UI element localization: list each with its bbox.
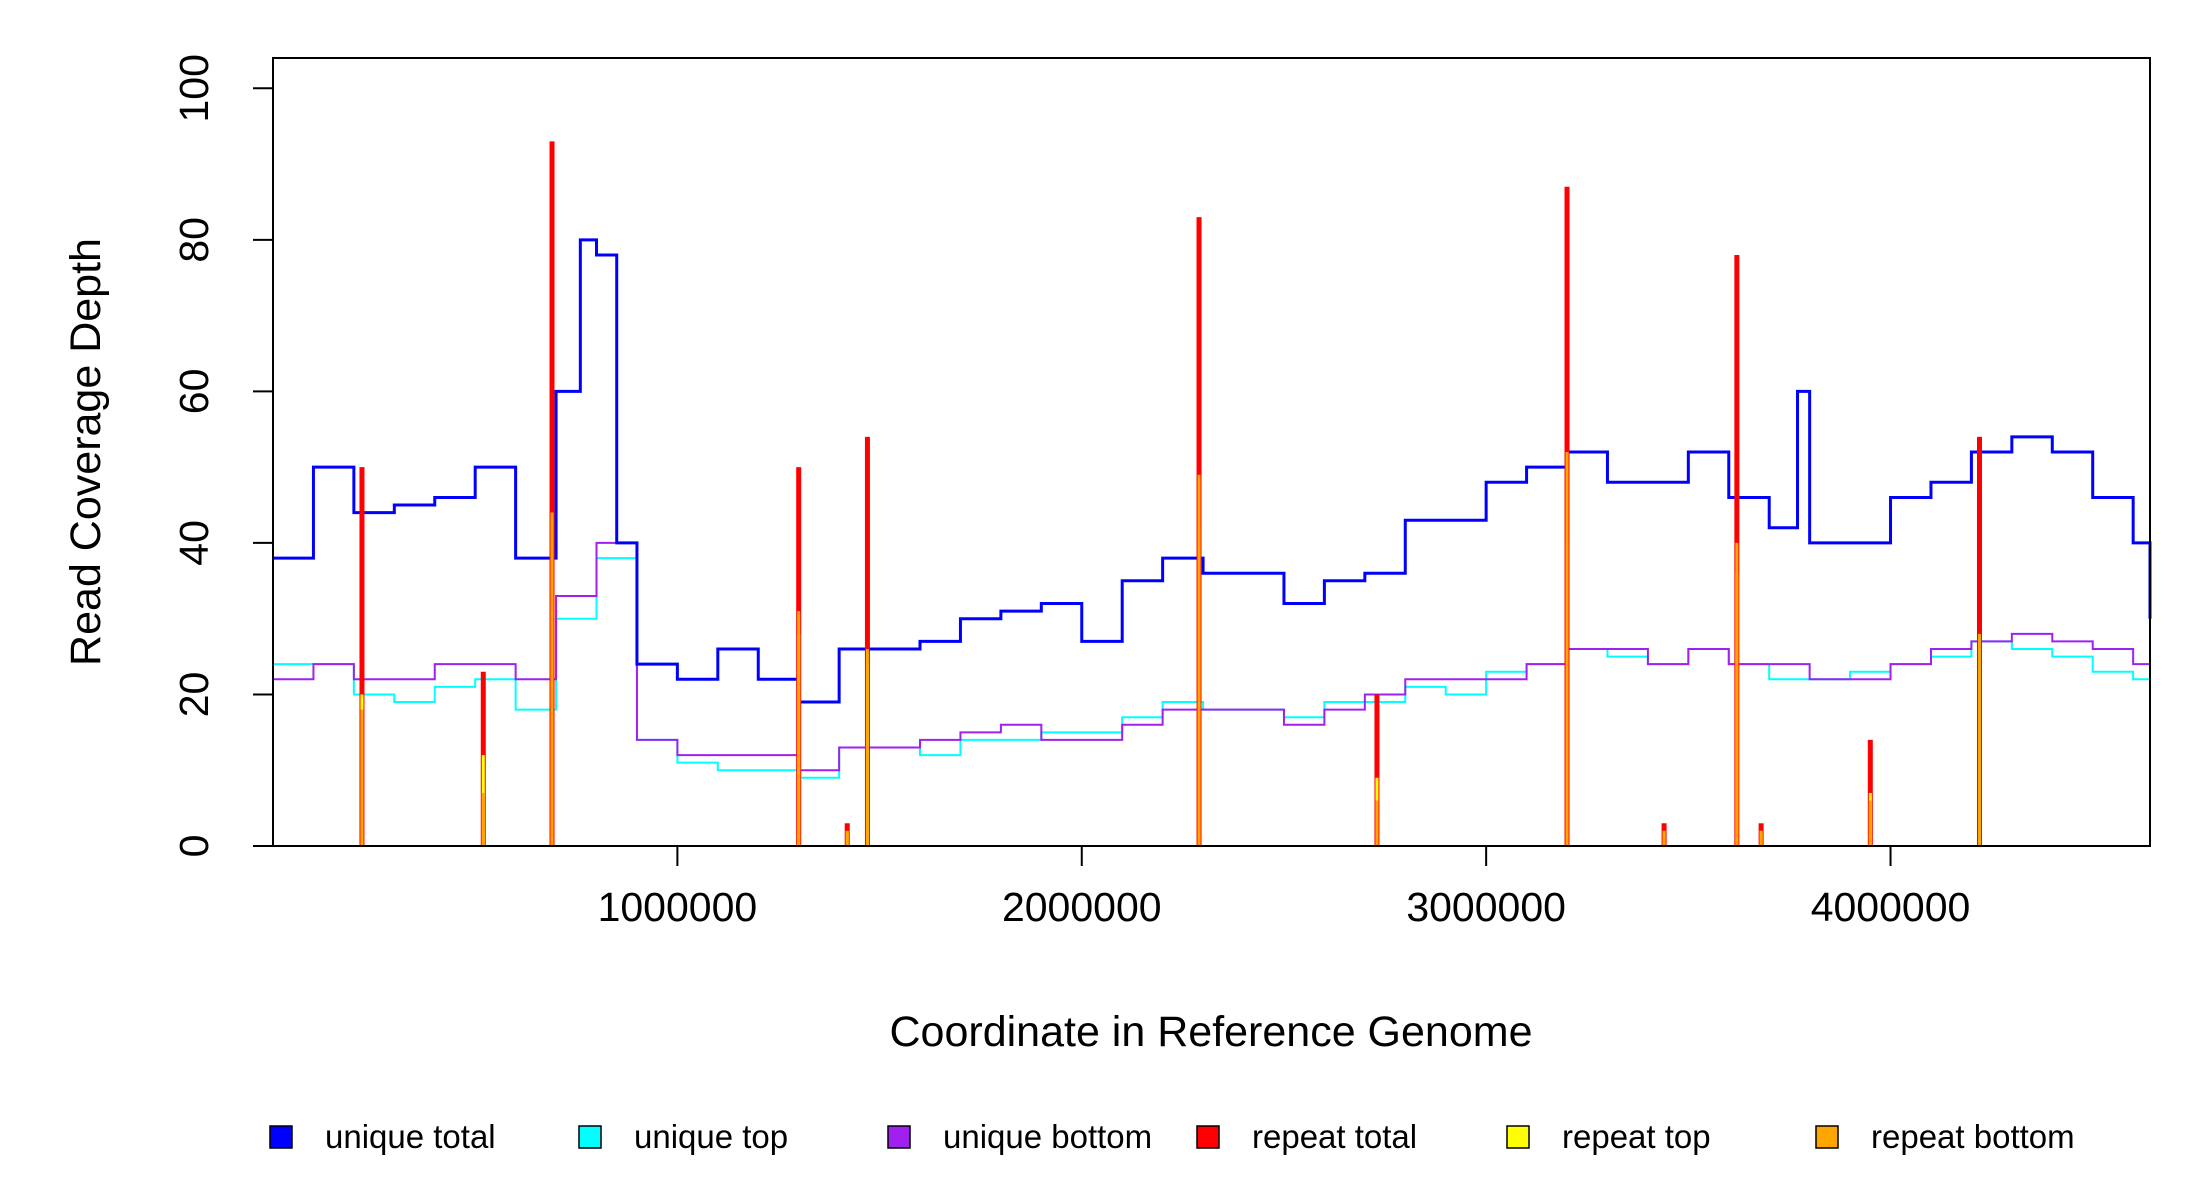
legend-label: unique total (325, 1118, 496, 1155)
legend-label: repeat total (1252, 1118, 1417, 1155)
legend-label: unique bottom (943, 1118, 1152, 1155)
plot-frame (272, 57, 2151, 847)
y-tick-label: 60 (171, 369, 217, 415)
x-axis: 1000000 2000000 3000000 4000000 (598, 846, 1971, 930)
legend-swatch (269, 1125, 293, 1149)
x-tick-label: 1000000 (598, 884, 758, 930)
legend-swatch (578, 1125, 602, 1149)
legend-label: repeat top (1562, 1118, 1711, 1155)
legend-item-unique-bottom: unique bottom (887, 1118, 1152, 1155)
legend: unique total unique top unique bottom repea… (269, 1118, 2075, 1155)
y-axis: 0 20 40 60 80 100 (171, 54, 273, 857)
series-unique-total (273, 238, 2152, 704)
legend-swatch (887, 1125, 911, 1149)
legend-item-unique-total: unique total (269, 1118, 496, 1155)
legend-swatch (1815, 1125, 1839, 1149)
series-layer (273, 141, 2152, 847)
y-tick-label: 40 (171, 520, 217, 566)
legend-swatch (1506, 1125, 1530, 1149)
x-tick-label: 3000000 (1406, 884, 1566, 930)
legend-item-repeat-bottom: repeat bottom (1815, 1118, 2075, 1155)
legend-swatch (1196, 1125, 1220, 1149)
y-tick-label: 20 (171, 672, 217, 718)
legend-item-repeat-top: repeat top (1506, 1118, 1711, 1155)
series-unique-bottom (273, 541, 2151, 772)
y-tick-label: 0 (171, 835, 217, 858)
legend-item-unique-top: unique top (578, 1118, 788, 1155)
x-tick-label: 4000000 (1811, 884, 1971, 930)
legend-item-repeat-total: repeat total (1196, 1118, 1417, 1155)
legend-label: unique top (634, 1118, 788, 1155)
series-repeat-total (273, 141, 2150, 847)
line-unique-bottom (273, 541, 2151, 772)
x-axis-title: Coordinate in Reference Genome (890, 1008, 1533, 1056)
y-axis-title: Read Coverage Depth (62, 238, 110, 666)
y-tick-label: 80 (171, 217, 217, 263)
line-unique-total (273, 238, 2152, 704)
legend-label: repeat bottom (1871, 1118, 2075, 1155)
y-tick-label: 100 (171, 54, 217, 122)
x-tick-label: 2000000 (1002, 884, 1162, 930)
